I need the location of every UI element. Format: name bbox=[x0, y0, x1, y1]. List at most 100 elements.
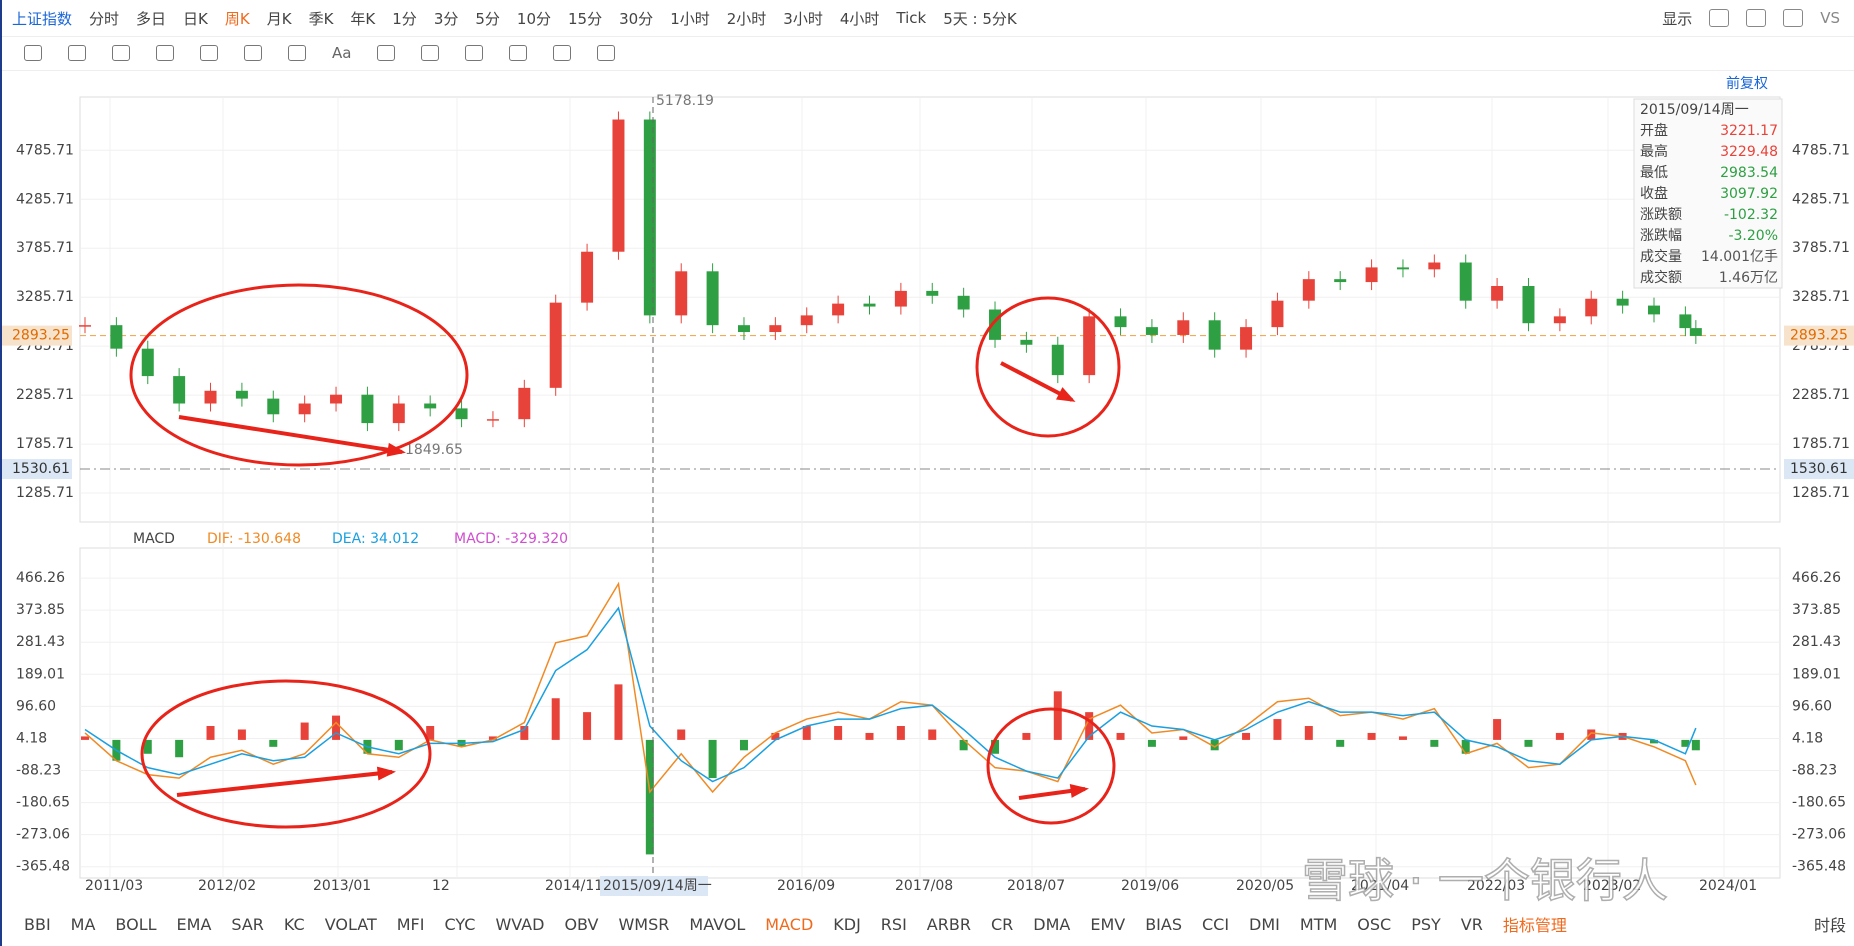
arrow bbox=[176, 770, 393, 797]
indicator-tab[interactable]: PSY bbox=[1411, 914, 1441, 934]
vs-button[interactable]: VS bbox=[1820, 9, 1840, 27]
indicator-tab[interactable]: DMA bbox=[1033, 914, 1071, 934]
indicator-tab[interactable]: CYC bbox=[444, 914, 476, 934]
display-menu[interactable]: 显示 bbox=[1662, 9, 1693, 28]
period-tab[interactable]: 3分 bbox=[433, 9, 459, 28]
info-label: 成交额 bbox=[1640, 269, 1682, 286]
indicator-tab[interactable]: KDJ bbox=[833, 914, 861, 934]
indicator-tab[interactable]: CR bbox=[990, 914, 1014, 934]
indicator-tab[interactable]: MA bbox=[70, 914, 96, 934]
candle bbox=[392, 403, 405, 424]
period-tab[interactable]: 月K bbox=[266, 9, 292, 28]
x-tick-label: 2020/05 bbox=[1236, 878, 1294, 894]
period-tab[interactable]: 分时 bbox=[89, 9, 120, 28]
period-tab[interactable]: 5分 bbox=[475, 9, 500, 28]
index-name[interactable]: 上证指数 bbox=[12, 9, 73, 28]
indicator-tab[interactable]: OBV bbox=[564, 914, 599, 934]
info-date: 2015/09/14周一 bbox=[1640, 102, 1749, 118]
period-tab[interactable]: Tick bbox=[896, 9, 927, 27]
top-icon[interactable] bbox=[1746, 9, 1767, 27]
arrow-head bbox=[1069, 784, 1089, 798]
period-tab[interactable]: 1小时 bbox=[670, 9, 710, 28]
indicator-tab[interactable]: VR bbox=[1460, 914, 1483, 934]
indicator-tab[interactable]: VOLAT bbox=[324, 914, 377, 934]
tool-icon[interactable] bbox=[509, 45, 528, 61]
y-tick-label-right: -88.23 bbox=[1792, 763, 1837, 779]
price-tag-bg bbox=[2, 459, 72, 480]
period-tab[interactable]: 30分 bbox=[619, 9, 654, 28]
tool-icon[interactable] bbox=[244, 45, 262, 61]
arrow-head bbox=[1056, 387, 1076, 402]
y-tick-label-right: 3785.71 bbox=[1792, 240, 1850, 256]
tool-icon[interactable] bbox=[597, 45, 616, 61]
price-tag-bg bbox=[1784, 459, 1854, 480]
price-tag: 1530.61 bbox=[12, 461, 70, 477]
x-tick-label: 2019/06 bbox=[1121, 878, 1179, 894]
y-tick-label: 2285.71 bbox=[16, 387, 74, 403]
tool-icon[interactable] bbox=[465, 45, 484, 61]
tool-icon[interactable] bbox=[421, 45, 440, 61]
tool-icon[interactable] bbox=[112, 45, 130, 61]
period-tab[interactable]: 10分 bbox=[516, 9, 551, 28]
macd-bar bbox=[834, 726, 843, 740]
macd-bar bbox=[677, 729, 686, 740]
macd-bar bbox=[1116, 732, 1125, 740]
period-tab[interactable]: 季K bbox=[308, 9, 334, 28]
candle bbox=[141, 348, 154, 377]
session-button[interactable]: 时段 bbox=[1813, 916, 1846, 935]
indicator-tab[interactable]: OSC bbox=[1357, 914, 1392, 934]
indicator-tab[interactable]: WMSR bbox=[618, 914, 670, 934]
x-tick-label: 2024/01 bbox=[1699, 878, 1757, 894]
tool-icon[interactable] bbox=[156, 45, 174, 61]
indicator-tab[interactable]: MFI bbox=[396, 914, 425, 934]
indicator-tab[interactable]: MACD bbox=[765, 914, 814, 934]
y-tick-label: 466.26 bbox=[16, 570, 65, 586]
indicator-tab[interactable]: MAVOL bbox=[689, 914, 746, 934]
period-tab[interactable]: 日K bbox=[183, 9, 208, 28]
indicator-tab[interactable]: EMA bbox=[176, 914, 212, 934]
macd-bar bbox=[928, 729, 937, 740]
macd-bar bbox=[332, 715, 341, 740]
macd-bar bbox=[1367, 732, 1376, 740]
indicator-tab[interactable]: MTM bbox=[1299, 914, 1338, 934]
indicator-tab[interactable]: CCI bbox=[1201, 914, 1230, 934]
indicator-tab[interactable]: KC bbox=[283, 914, 305, 934]
text-tool[interactable]: Aa bbox=[332, 44, 352, 62]
indicator-tab[interactable]: BOLL bbox=[115, 914, 157, 934]
indicator-tab[interactable]: RSI bbox=[880, 914, 907, 934]
period-tab[interactable]: 年K bbox=[350, 9, 376, 28]
tool-icon[interactable] bbox=[24, 45, 42, 61]
tool-icon[interactable] bbox=[553, 45, 572, 61]
tool-icon[interactable] bbox=[200, 45, 218, 61]
macd-bar bbox=[1681, 739, 1690, 747]
period-tab[interactable]: 多日 bbox=[136, 9, 167, 28]
candle bbox=[1334, 279, 1347, 283]
tool-icon[interactable] bbox=[68, 45, 86, 61]
indicator-tab[interactable]: DMI bbox=[1249, 914, 1280, 934]
indicator-tab[interactable]: BBI bbox=[24, 914, 51, 934]
tool-icon[interactable] bbox=[377, 45, 396, 61]
indicator-tab[interactable]: WVAD bbox=[495, 914, 545, 934]
top-icon[interactable] bbox=[1783, 9, 1804, 27]
period-tab[interactable]: 5天 : 5分K bbox=[943, 9, 1017, 28]
indicator-manage[interactable]: 指标管理 bbox=[1502, 916, 1567, 935]
top-icon[interactable] bbox=[1709, 9, 1730, 27]
macd-bar bbox=[583, 712, 592, 740]
y-tick-label: -88.23 bbox=[16, 763, 61, 779]
period-tab[interactable]: 3小时 bbox=[783, 9, 823, 28]
period-tab[interactable]: 周K bbox=[224, 9, 250, 28]
y-tick-label-right: -180.65 bbox=[1792, 795, 1846, 811]
dea-line bbox=[84, 606, 1697, 783]
period-tab[interactable]: 4小时 bbox=[839, 9, 880, 28]
indicator-tab[interactable]: ARBR bbox=[926, 914, 971, 934]
indicator-tab[interactable]: BIAS bbox=[1145, 914, 1182, 934]
indicator-tab[interactable]: EMV bbox=[1090, 914, 1126, 934]
indicator-tab[interactable]: SAR bbox=[231, 914, 264, 934]
candle bbox=[455, 408, 468, 420]
period-tab[interactable]: 15分 bbox=[568, 9, 603, 28]
macd-legend: DIF: -130.648 bbox=[207, 531, 301, 547]
period-tab[interactable]: 1分 bbox=[392, 9, 417, 28]
period-tab[interactable]: 2小时 bbox=[726, 9, 767, 28]
tool-icon[interactable] bbox=[288, 45, 306, 61]
